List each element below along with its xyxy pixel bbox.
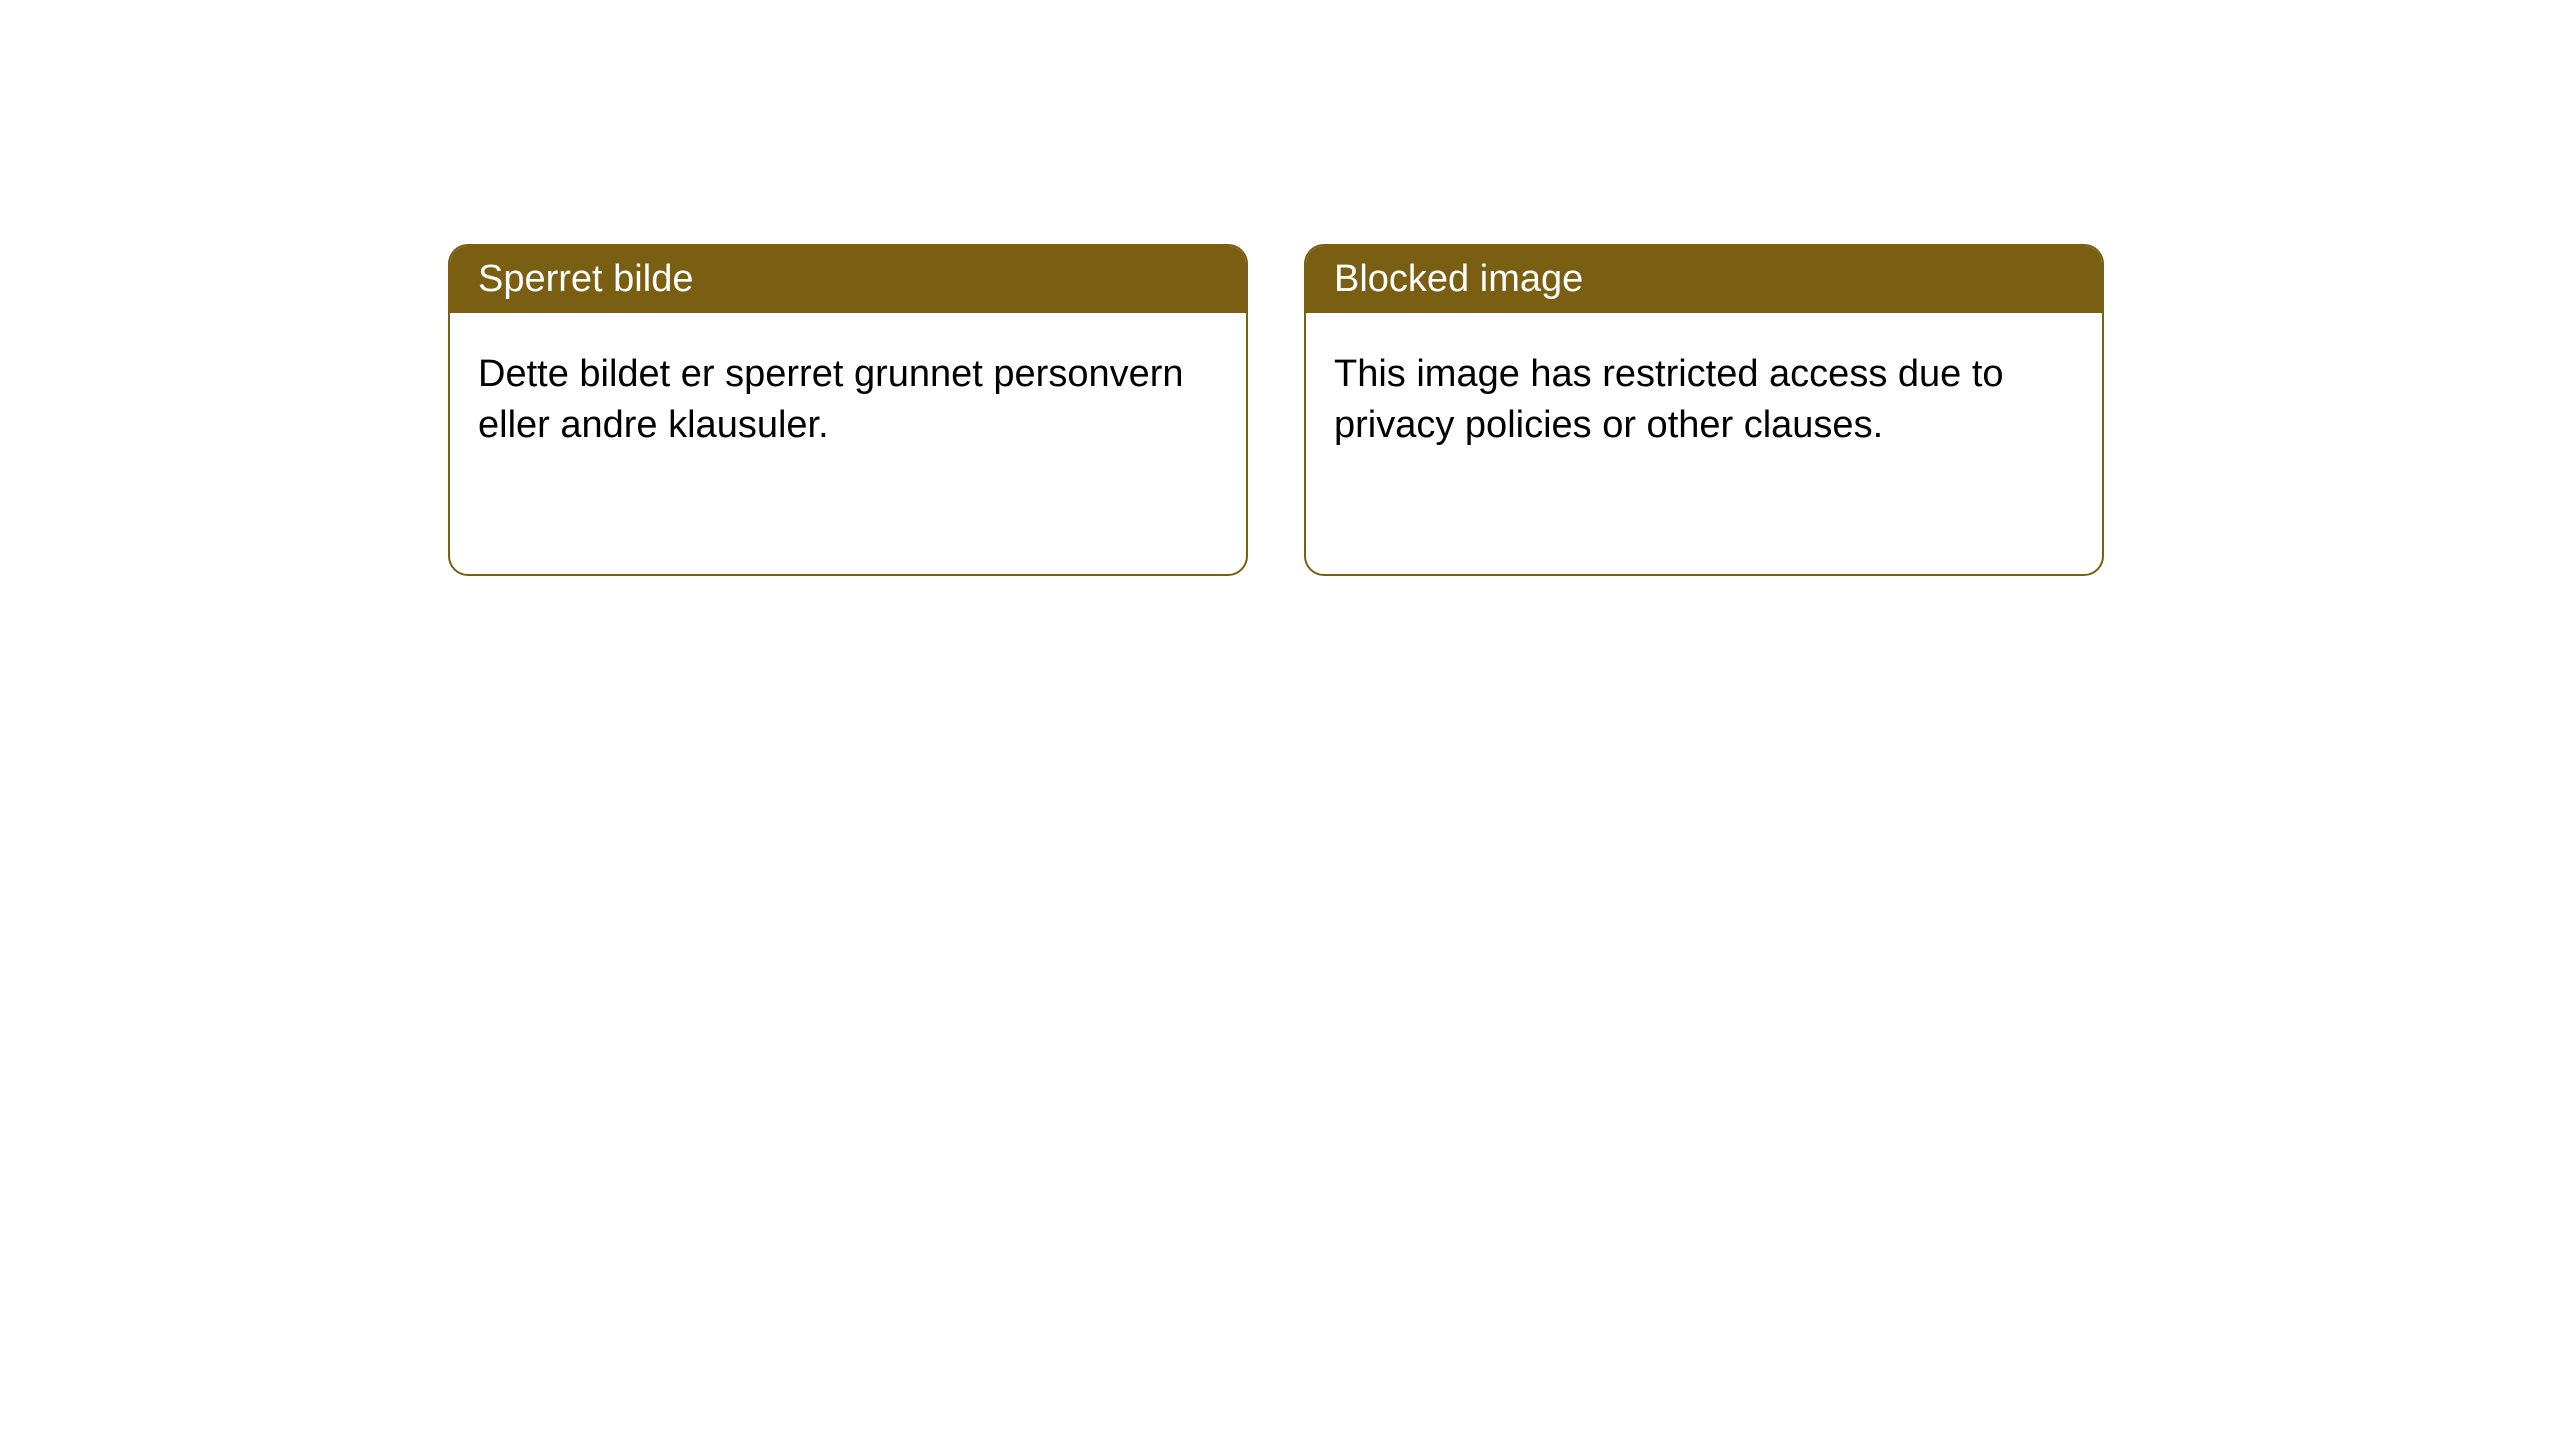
panel-header-en: Blocked image bbox=[1306, 246, 2102, 313]
panel-title-no: Sperret bilde bbox=[478, 258, 693, 300]
panel-header-no: Sperret bilde bbox=[450, 246, 1246, 313]
panel-body-no: Dette bildet er sperret grunnet personve… bbox=[450, 313, 1246, 488]
blocked-image-panels: Sperret bilde Dette bildet er sperret gr… bbox=[448, 244, 2104, 576]
blocked-image-panel-en: Blocked image This image has restricted … bbox=[1304, 244, 2104, 576]
panel-title-en: Blocked image bbox=[1334, 258, 1583, 300]
panel-message-en: This image has restricted access due to … bbox=[1334, 353, 2004, 446]
panel-body-en: This image has restricted access due to … bbox=[1306, 313, 2102, 488]
panel-message-no: Dette bildet er sperret grunnet personve… bbox=[478, 353, 1184, 446]
blocked-image-panel-no: Sperret bilde Dette bildet er sperret gr… bbox=[448, 244, 1248, 576]
